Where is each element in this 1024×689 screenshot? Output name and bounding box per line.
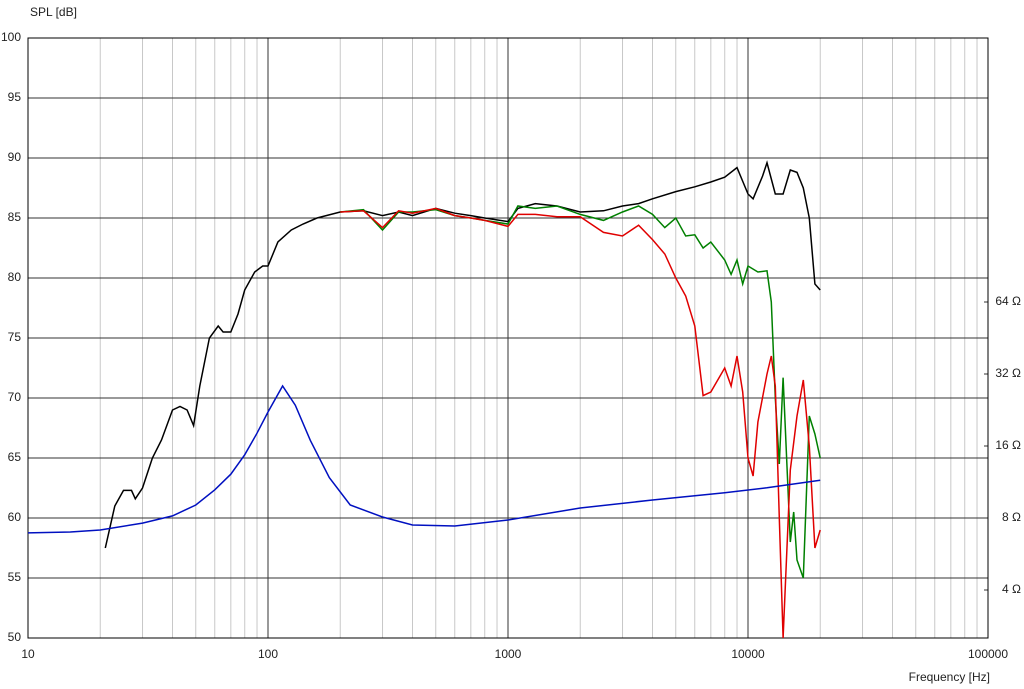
y-tick-label: 90 [8, 150, 22, 164]
series-line [340, 207, 821, 639]
x-tick-label: 100 [258, 647, 278, 661]
y-tick-label: 85 [8, 210, 22, 224]
y-tick-label: 70 [8, 390, 22, 404]
y-tick-label: 75 [8, 330, 22, 344]
x-tick-label: 10 [21, 647, 35, 661]
y2-tick-label: 64 Ω [995, 294, 1021, 308]
y2-tick-label: 8 Ω [1002, 510, 1021, 524]
y2-tick-label: 32 Ω [995, 366, 1021, 380]
y-tick-label: 100 [1, 30, 21, 44]
x-tick-label: 100000 [968, 647, 1008, 661]
y-tick-label: 95 [8, 90, 22, 104]
y-tick-label: 80 [8, 270, 22, 284]
series-line [104, 160, 821, 549]
x-tick-label: 1000 [495, 647, 522, 661]
y-tick-label: 55 [8, 570, 22, 584]
plot-border [27, 37, 989, 639]
x-tick-label: 10000 [731, 647, 765, 661]
y2-tick-label: 16 Ω [995, 438, 1021, 452]
y2-tick-label: 4 Ω [1002, 582, 1021, 596]
y-tick-label: 50 [8, 630, 22, 644]
y-tick-label: 60 [8, 510, 22, 524]
x-axis-label: Frequency [Hz] [909, 670, 990, 684]
y-tick-label: 65 [8, 450, 22, 464]
series-line [27, 384, 821, 534]
y-axis-label: SPL [dB] [30, 5, 77, 19]
